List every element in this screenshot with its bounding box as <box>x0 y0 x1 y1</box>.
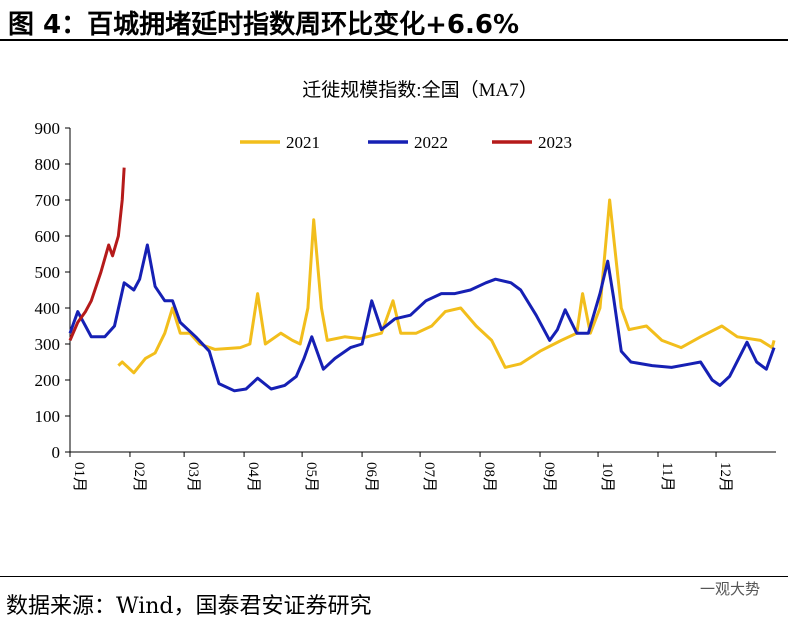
watermark: 一观大势 <box>699 580 760 598</box>
x-tick-label: 07月 <box>421 462 437 492</box>
x-tick-label: 12月 <box>717 462 733 492</box>
x-tick-label: 04月 <box>245 462 261 492</box>
x-tick-label: 08月 <box>481 462 497 492</box>
y-tick-label: 400 <box>35 299 61 318</box>
y-tick-label: 200 <box>35 371 61 390</box>
document-title: 图 4：百城拥堵延时指数周环比变化+6.6% <box>8 10 520 40</box>
y-tick-label: 0 <box>52 443 61 462</box>
chart-title: 迁徙规模指数:全国（MA7） <box>302 79 537 101</box>
y-tick-label: 600 <box>35 227 61 246</box>
line-series <box>68 167 126 341</box>
line-series <box>117 198 776 375</box>
x-tick-label: 09月 <box>541 462 557 492</box>
line-series <box>68 243 776 393</box>
legend-label: 2021 <box>286 133 320 152</box>
y-tick-label: 700 <box>35 191 61 210</box>
y-tick-label: 900 <box>35 119 61 138</box>
legend-label: 2023 <box>538 133 572 152</box>
x-tick-label: 03月 <box>185 462 201 492</box>
y-tick-label: 500 <box>35 263 61 282</box>
x-tick-label: 05月 <box>303 462 319 492</box>
x-tick-label: 11月 <box>659 462 675 491</box>
x-tick-label: 10月 <box>599 462 615 492</box>
x-tick-label: 01月 <box>71 462 87 492</box>
source: 数据来源：Wind，国泰君安证券研究 <box>6 594 372 619</box>
legend-label: 2022 <box>414 133 448 152</box>
x-tick-label: 02月 <box>131 462 147 492</box>
y-tick-label: 300 <box>35 335 61 354</box>
y-tick-label: 800 <box>35 155 61 174</box>
x-tick-label: 06月 <box>363 462 379 492</box>
y-tick-label: 100 <box>35 407 61 426</box>
rule <box>0 576 788 577</box>
chart: 迁徙规模指数:全国（MA7） 0 100 200 300 400 500 600 700 800… <box>35 79 776 492</box>
rule <box>0 39 788 41</box>
